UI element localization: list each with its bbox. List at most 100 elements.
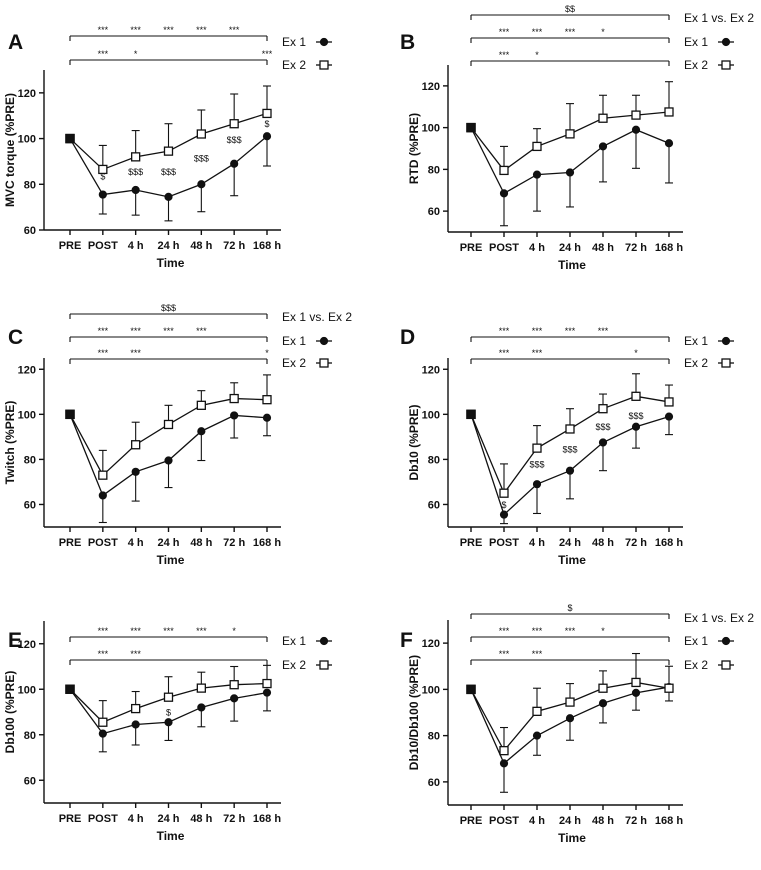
x-tick-label: PRE	[59, 813, 82, 825]
y-tick-label: 80	[428, 164, 440, 176]
sig-mark: ***	[130, 348, 141, 358]
data-point-ex1	[197, 427, 206, 436]
data-point-ex2	[499, 746, 509, 756]
sig-mark: *	[535, 50, 539, 60]
sig-mark: ***	[98, 326, 109, 336]
data-point-ex1	[98, 491, 107, 500]
data-point-ex2	[163, 146, 174, 156]
sig-mark: ***	[499, 348, 510, 358]
x-axis-title: Time	[157, 553, 185, 567]
data-point-ex2	[163, 692, 174, 702]
sig-mark: ***	[532, 27, 543, 37]
x-tick-label: 48 h	[592, 815, 614, 827]
chart-panel-d: D 60 80 100 120 PRE POST 4 h 24 h 48 h 72 h 168 h Ti…	[400, 326, 734, 567]
legend-marker-ex2	[721, 60, 731, 70]
sig-mark: ***	[598, 326, 609, 336]
y-tick-label: 100	[422, 409, 440, 421]
x-tick-label: 24 h	[157, 537, 179, 549]
legend-label: Ex 2	[684, 58, 708, 72]
sig-mark: ***	[196, 25, 207, 35]
x-tick-label: 72 h	[625, 242, 647, 254]
data-point-ex1	[631, 125, 641, 134]
data-point-ex2	[565, 129, 575, 139]
sig-mark: ***	[262, 49, 273, 59]
y-tick-label: 60	[24, 499, 36, 511]
y-tick-label: 80	[24, 179, 36, 191]
x-tick-label: PRE	[59, 240, 82, 252]
legend-marker-ex2	[319, 660, 329, 670]
panel-letter: D	[400, 326, 415, 349]
sig-mark: ***	[98, 49, 109, 59]
annotation-label: $$$	[529, 459, 544, 469]
data-point-ex1	[532, 480, 542, 489]
x-tick-label: 4 h	[128, 813, 144, 825]
data-point-ex1	[197, 703, 206, 712]
data-point-ex2	[598, 113, 608, 123]
data-point-ex1	[598, 142, 608, 151]
legend-label: Ex 1	[282, 634, 306, 648]
data-point-ex2	[98, 717, 108, 727]
data-point-ex1	[230, 159, 239, 168]
data-point-ex1	[499, 759, 509, 768]
x-tick-label: POST	[489, 815, 519, 827]
data-point-ex1	[532, 170, 542, 179]
data-point-ex2	[262, 108, 272, 119]
y-tick-label: 100	[18, 409, 36, 421]
annotation-label: $$$	[227, 135, 242, 145]
legend-label: Ex 2	[684, 658, 708, 672]
y-tick-label: 60	[24, 775, 36, 787]
sig-mark: $$	[565, 4, 575, 14]
chart-panel-e: E 60 80 100 120 PRE POST 4 h 24 h 48 h 72 h 168 h Ti…	[3, 621, 332, 843]
data-point-ex1	[164, 718, 173, 727]
x-tick-label: 72 h	[625, 815, 647, 827]
sig-mark: ***	[163, 326, 174, 336]
data-point-ex2	[532, 141, 542, 152]
data-point-ex2	[65, 684, 75, 694]
data-point-ex2	[664, 397, 674, 407]
x-tick-label: POST	[489, 242, 519, 254]
data-point-ex2	[565, 424, 575, 434]
x-tick-label: 4 h	[529, 242, 545, 254]
data-point-ex1	[131, 467, 140, 476]
legend-label: Ex 1	[282, 334, 306, 348]
chart-panel-c: C 60 80 100 120 PRE POST 4 h 24 h 48 h 72 h 168 h Ti…	[3, 303, 352, 567]
annotation-label: $	[264, 119, 269, 129]
x-tick-label: 168 h	[253, 537, 281, 549]
x-tick-label: 24 h	[559, 537, 581, 549]
data-point-ex1	[197, 180, 206, 189]
sig-mark: ***	[532, 626, 543, 636]
chart-panel-b: B 60 80 100 120 PRE POST 4 h 24 h 48 h 72 h 168 h Ti…	[400, 4, 754, 272]
data-point-ex1	[499, 510, 509, 519]
data-point-ex2	[163, 419, 174, 430]
x-tick-label: POST	[88, 813, 118, 825]
data-point-ex1	[164, 192, 173, 201]
x-tick-label: 48 h	[190, 537, 212, 549]
legend-label: Ex 1	[684, 35, 708, 49]
annotation-label: $	[100, 172, 105, 182]
y-tick-label: 80	[24, 454, 36, 466]
data-point-ex1	[262, 413, 272, 422]
data-point-ex1	[565, 466, 575, 475]
legend-label: Ex 1 vs. Ex 2	[684, 611, 754, 625]
data-point-ex1	[631, 422, 641, 431]
x-tick-label: 24 h	[157, 240, 179, 252]
sig-mark: ***	[98, 649, 109, 659]
x-tick-label: 24 h	[559, 815, 581, 827]
annotation-label: $$$	[595, 422, 610, 432]
x-tick-label: PRE	[460, 815, 483, 827]
y-tick-label: 60	[428, 499, 440, 511]
data-point-ex1	[131, 185, 140, 195]
legend-marker-ex2	[721, 660, 731, 670]
legend-marker-ex2	[319, 358, 329, 368]
data-point-ex2	[229, 680, 239, 690]
sig-mark: *	[134, 49, 138, 59]
x-tick-label: 4 h	[529, 815, 545, 827]
y-axis-title: MVC torque (%PRE)	[3, 93, 17, 207]
data-point-ex2	[532, 706, 542, 716]
sig-mark: ***	[499, 626, 510, 636]
sig-mark: ***	[532, 348, 543, 358]
panel-letter: B	[400, 31, 415, 54]
sig-mark: ***	[98, 626, 109, 636]
sig-mark: ***	[565, 326, 576, 336]
